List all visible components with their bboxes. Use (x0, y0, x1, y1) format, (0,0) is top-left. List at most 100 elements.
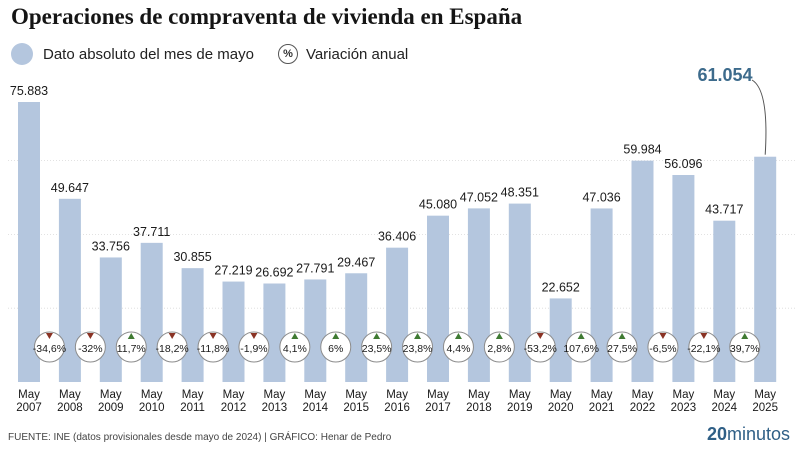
arrow-down-icon (659, 333, 667, 339)
arrow-up-icon (332, 333, 340, 339)
variation-label: -53,2% (524, 343, 557, 355)
x-tick-year: 2019 (507, 402, 533, 414)
arrow-up-icon (414, 333, 422, 339)
variation-badge (74, 331, 106, 363)
variation-label: -18,2% (156, 343, 189, 355)
x-tick-year: 2015 (343, 402, 369, 414)
x-tick-month: May (59, 389, 81, 401)
x-tick-month: May (182, 389, 204, 401)
bar-value-label: 75.883 (10, 84, 48, 98)
variation-badge (442, 331, 474, 363)
variation-label: 27,5% (607, 343, 637, 355)
arrow-up-icon (495, 333, 503, 339)
variation-label: -32% (78, 343, 103, 355)
bar-value-label: 27.219 (214, 264, 252, 278)
bar-value-label: 26.692 (255, 266, 293, 280)
bar-value-label: 45.080 (419, 198, 457, 212)
x-tick-year: 2013 (262, 402, 288, 414)
bar (181, 268, 204, 382)
highlight-connector (751, 79, 767, 155)
bar (58, 198, 81, 382)
bar-value-label: 47.052 (460, 190, 498, 204)
bar-value-label: 43.717 (705, 203, 743, 217)
x-tick-year: 2025 (752, 402, 778, 414)
x-tick-month: May (223, 389, 245, 401)
variation-label: -1,9% (240, 343, 267, 355)
arrow-up-icon (127, 333, 135, 339)
bar-value-label: 27.791 (296, 261, 334, 275)
x-tick-month: May (345, 389, 367, 401)
brand-logo: 20minutos (707, 424, 790, 445)
x-tick-year: 2007 (16, 402, 42, 414)
x-tick-year: 2017 (425, 402, 451, 414)
x-tick-month: May (386, 389, 408, 401)
bar (386, 247, 409, 382)
x-tick-month: May (264, 389, 286, 401)
variation-label: 6% (328, 343, 343, 355)
arrow-up-icon (577, 333, 585, 339)
bar (140, 242, 163, 382)
bar (18, 102, 40, 382)
bar (549, 298, 572, 382)
bar (672, 175, 695, 382)
x-tick-year: 2021 (589, 402, 615, 414)
x-tick-year: 2009 (98, 402, 124, 414)
arrow-up-icon (291, 333, 299, 339)
variation-label: 11,7% (117, 343, 146, 355)
variation-badge (279, 331, 311, 363)
brand-number: 20 (706, 424, 727, 444)
bar-value-label: 30.855 (173, 250, 211, 264)
variation-badge (483, 331, 515, 363)
variation-label: 39,7% (730, 343, 760, 355)
x-tick-year: 2018 (466, 402, 492, 414)
brand-word: minutos (726, 424, 790, 444)
arrow-up-icon (454, 333, 462, 339)
bar (263, 283, 286, 382)
bar-value-label: 48.351 (501, 186, 539, 200)
bar (427, 215, 449, 382)
bar-value-label: 36.406 (378, 230, 416, 244)
variation-badge (729, 331, 761, 363)
x-tick-month: May (141, 389, 163, 401)
variation-label: 4,4% (446, 343, 470, 355)
arrow-down-icon (168, 333, 176, 339)
x-tick-year: 2024 (712, 402, 738, 414)
variation-label: -34,6% (33, 343, 66, 355)
bar-value-label: 29.467 (337, 255, 375, 269)
arrow-down-icon (86, 333, 94, 339)
variation-badge (33, 331, 65, 363)
chart-title: Operaciones de compraventa de vivienda e… (11, 4, 523, 29)
x-tick-year: 2012 (221, 402, 247, 414)
x-tick-year: 2008 (57, 402, 83, 414)
variation-label: 107,6% (563, 343, 599, 355)
bar-value-label: 49.647 (51, 181, 89, 195)
x-tick-month: May (673, 389, 695, 401)
bar-value-label: 56.096 (664, 157, 702, 171)
variation-badge (361, 331, 393, 363)
variation-label: 2,8% (487, 343, 511, 355)
variation-badge (238, 331, 270, 363)
x-tick-year: 2023 (671, 402, 697, 414)
arrow-up-icon (741, 333, 749, 339)
bar (754, 156, 777, 382)
variation-badge (688, 331, 720, 363)
variation-badge (606, 331, 638, 363)
bar (99, 257, 122, 382)
bar (508, 203, 531, 382)
highlight-value-label: 61.054 (697, 65, 752, 85)
bar (631, 160, 654, 382)
x-tick-year: 2014 (303, 402, 329, 414)
bar (590, 208, 613, 382)
arrow-down-icon (209, 333, 217, 339)
variation-label: 23,5% (362, 343, 392, 355)
arrow-down-icon (700, 333, 708, 339)
x-tick-month: May (713, 389, 735, 401)
legend-percent-icon: % (277, 44, 298, 64)
variation-badge (115, 331, 147, 363)
bar-value-label: 37.711 (133, 225, 170, 239)
bar (467, 208, 490, 382)
arrow-down-icon (250, 333, 258, 339)
x-tick-year: 2016 (384, 402, 410, 414)
x-tick-month: May (591, 389, 613, 401)
